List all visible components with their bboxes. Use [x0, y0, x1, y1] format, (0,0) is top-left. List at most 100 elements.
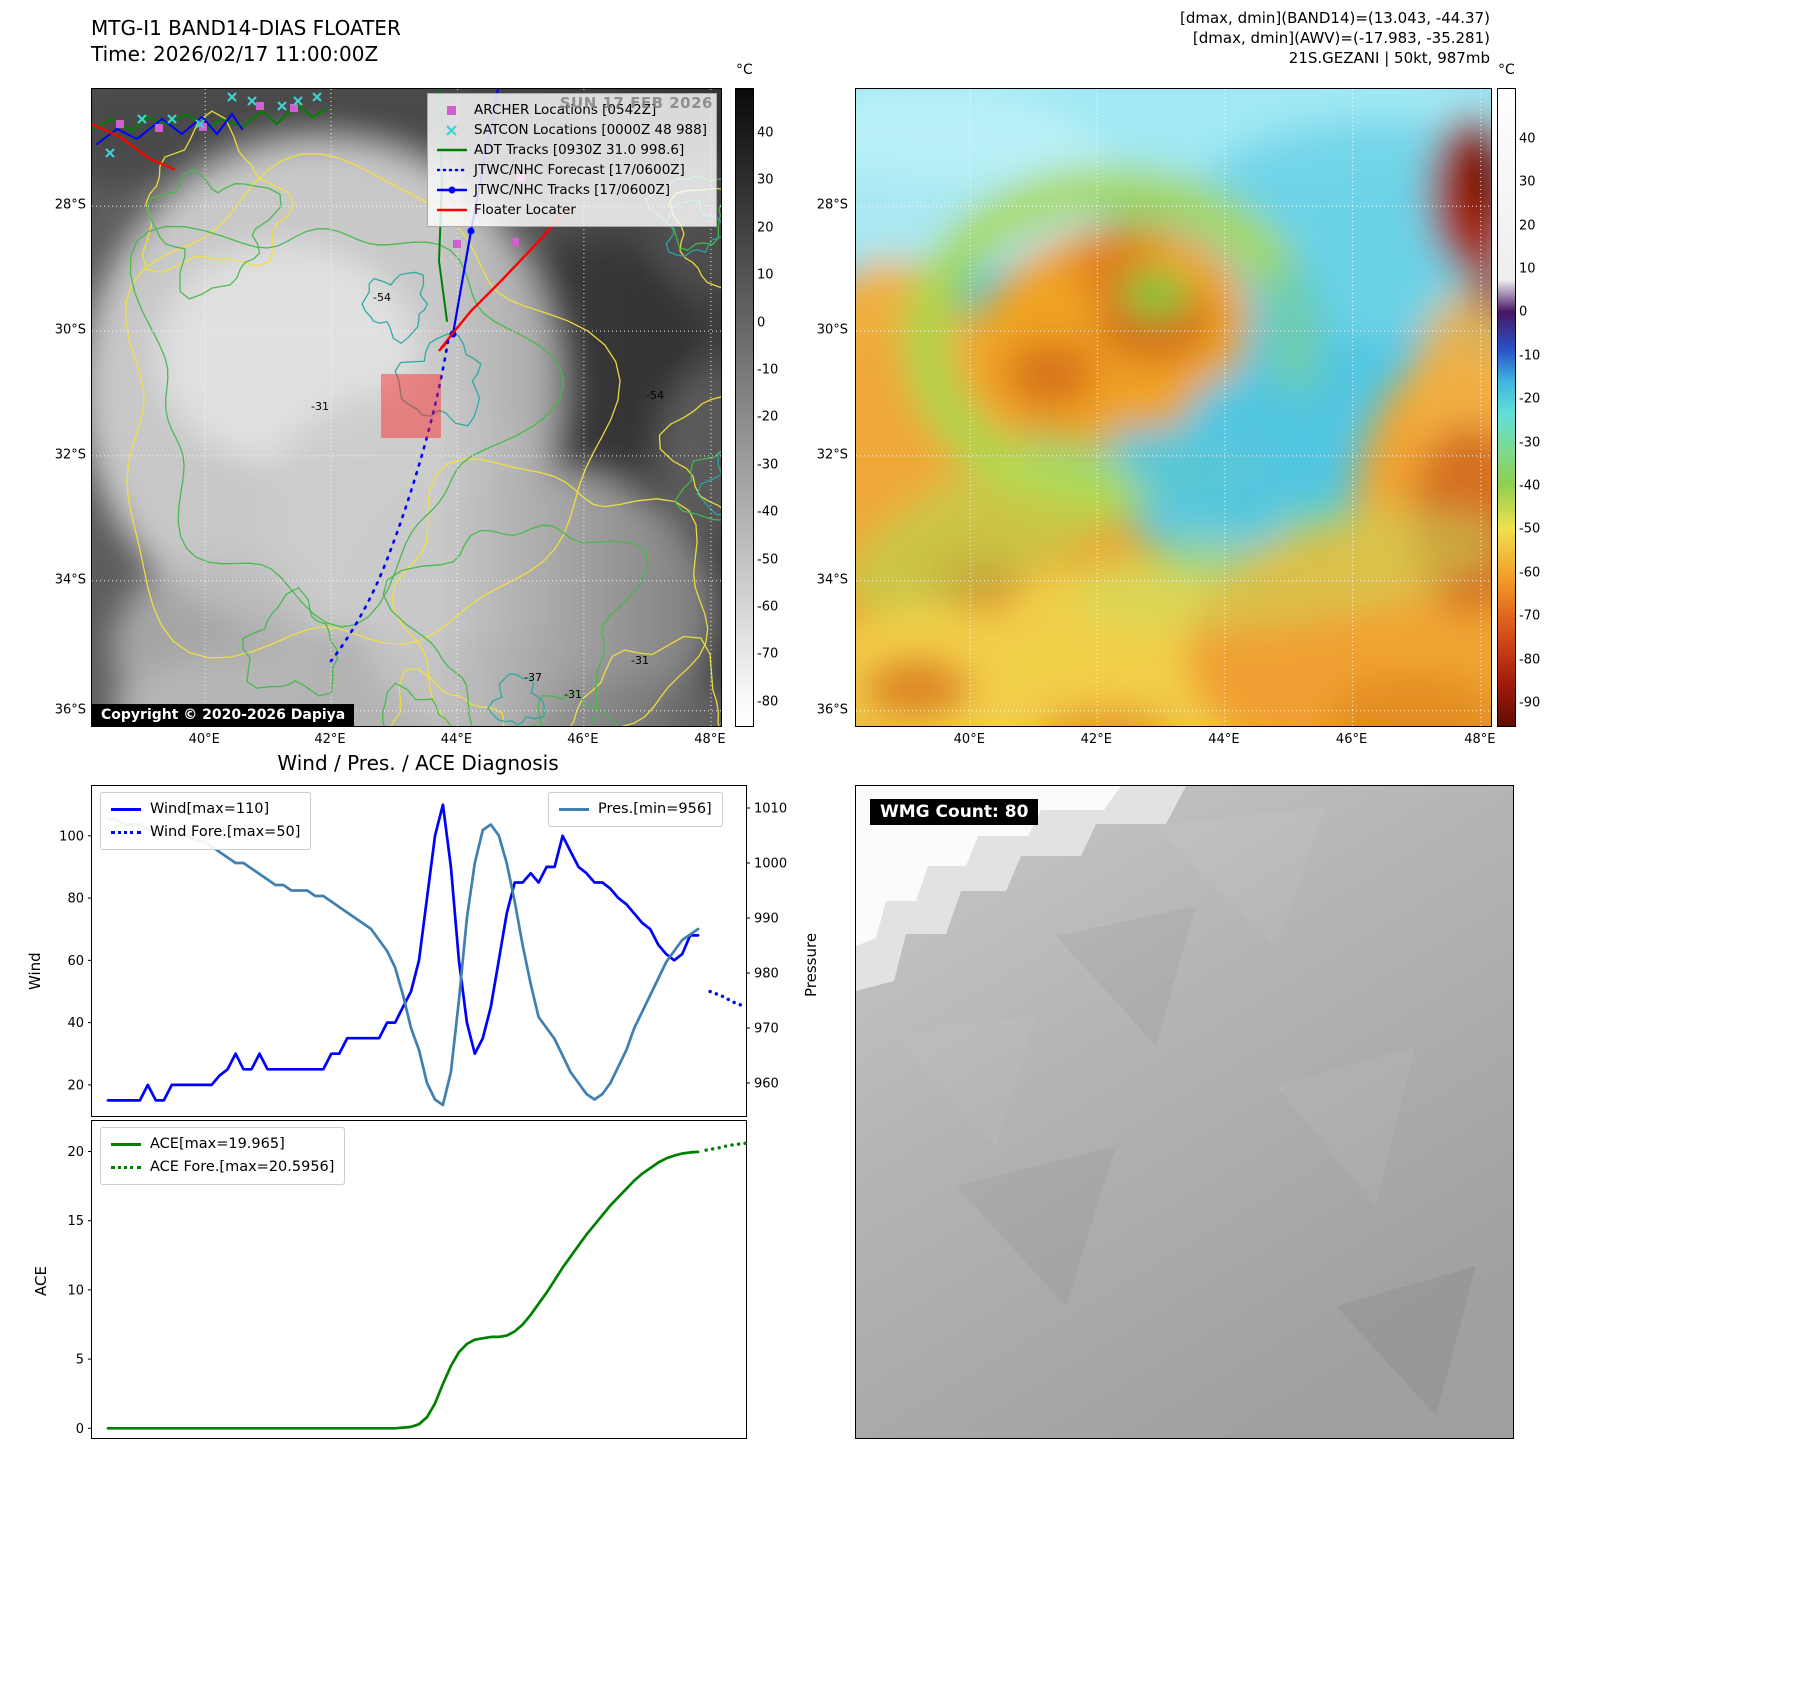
colorbar-tick-label: 30: [1519, 174, 1536, 190]
band14-map-panel: -54 -54 -31 -37 -31 -31 SUN 17 FEB 2026 ARCHE…: [91, 88, 722, 727]
wind-axis-label: Wind: [26, 952, 44, 990]
lat-tick-label: 30°S: [816, 322, 848, 338]
colorbar-tick-label: -40: [757, 504, 779, 520]
pressure-legend: Pres.[min=956]: [548, 792, 723, 827]
pressure-legend-label: Pres.[min=956]: [598, 801, 712, 817]
legend-label: Floater Locater: [474, 202, 576, 218]
awv-colorbar-unit: °C: [1498, 62, 1515, 78]
band14-lat-labels: 28°S 30°S 32°S 34°S 36°S: [36, 88, 86, 725]
storm-id-line: 21S.GEZANI | 50kt, 987mb: [1288, 49, 1490, 67]
diagnosis-title: Wind / Pres. / ACE Diagnosis: [277, 751, 559, 775]
lat-tick-label: 30°S: [54, 322, 86, 338]
svg-text:-37: -37: [524, 671, 542, 684]
legend-item: JTWC/NHC Forecast [17/0600Z]: [437, 160, 707, 180]
colorbar-tick-label: 30: [757, 172, 774, 188]
colorbar-tick-label: 20: [757, 220, 774, 236]
lat-tick-label: 36°S: [816, 702, 848, 718]
lon-tick-label: 42°E: [314, 732, 346, 747]
awv-header: [dmax, dmin](BAND14)=(13.043, -44.37) [d…: [960, 8, 1490, 68]
ace-legend: ACE[max=19.965] ACE Fore.[max=20.5956]: [100, 1127, 346, 1185]
colorbar-tick-label: -50: [757, 552, 779, 567]
lat-tick-label: 34°S: [816, 572, 848, 588]
copyright-label: Copyright © 2020-2026 Dapiya: [92, 704, 355, 726]
date-watermark: SUN 17 FEB 2026: [559, 94, 713, 112]
floater-target-box: [381, 374, 441, 438]
lon-tick-label: 46°E: [567, 732, 599, 747]
svg-text:20: 20: [67, 1078, 84, 1093]
legend-item: ACE Fore.[max=20.5956]: [111, 1156, 334, 1179]
svg-text:1000: 1000: [754, 857, 787, 872]
band14-colorbar-ticks: 40 30 20 10 0 -10 -20 -30 -40 -50 -60 -70 -80: [757, 88, 801, 725]
colorbar-tick-label: -80: [757, 694, 779, 710]
jtwc-track-point: [467, 227, 475, 235]
pressure-line-swatch: [559, 808, 589, 811]
lon-tick-label: 40°E: [953, 732, 985, 747]
svg-text:980: 980: [754, 967, 779, 982]
legend-item: Pres.[min=956]: [559, 798, 712, 821]
lat-tick-label: 28°S: [816, 197, 848, 213]
svg-text:1010: 1010: [754, 802, 787, 817]
colorbar-tick-label: 40: [1519, 131, 1536, 147]
colorbar-tick-label: -10: [757, 362, 779, 378]
colorbar-tick-label: 10: [757, 267, 774, 283]
colorbar-tick-label: -80: [1519, 652, 1541, 668]
svg-text:15: 15: [67, 1214, 84, 1229]
svg-text:-54: -54: [646, 389, 664, 402]
band14-time: Time: 2026/02/17 11:00:00Z: [91, 42, 379, 66]
lat-tick-label: 34°S: [54, 572, 86, 588]
band14-title: MTG-I1 BAND14-DIAS FLOATER: [91, 16, 401, 40]
colorbar-tick-label: 0: [757, 315, 766, 331]
ace-forecast-legend-label: ACE Fore.[max=20.5956]: [150, 1159, 335, 1175]
legend-label: JTWC/NHC Forecast [17/0600Z]: [474, 162, 685, 178]
wind-forecast-legend-label: Wind Fore.[max=50]: [150, 824, 301, 840]
jtwc-track-history: [96, 112, 243, 145]
colorbar-tick-label: 20: [1519, 218, 1536, 234]
wmg-background: [856, 786, 1513, 1438]
svg-text:-31: -31: [311, 400, 329, 413]
colorbar-tick-label: -60: [757, 599, 779, 615]
ace-line-swatch: [111, 1143, 141, 1146]
colorbar-tick-label: -10: [1519, 348, 1541, 364]
colorbar-tick-label: -70: [757, 646, 779, 662]
colorbar-tick-label: -90: [1519, 695, 1541, 711]
ace-forecast-swatch: [111, 1166, 141, 1169]
wind-forecast-swatch: [111, 831, 141, 834]
lat-tick-label: 32°S: [816, 447, 848, 463]
lon-tick-label: 42°E: [1080, 732, 1112, 747]
awv-colorbar-ticks: 40 30 20 10 0 -10 -20 -30 -40 -50 -60 -70 -80 -90: [1519, 88, 1563, 725]
colorbar-tick-label: 0: [1519, 304, 1528, 320]
floater-locater-line: [438, 204, 571, 352]
jtwc-forecast-line: [329, 339, 450, 663]
svg-text:960: 960: [754, 1077, 779, 1092]
colorbar-tick-label: 40: [757, 125, 774, 141]
wmg-image: [856, 786, 1513, 1438]
colorbar-tick-label: -60: [1519, 565, 1541, 581]
lon-tick-label: 48°E: [1464, 732, 1496, 747]
legend-item: ADT Tracks [0930Z 31.0 998.6]: [437, 140, 707, 160]
legend-label: SATCON Locations [0000Z 48 988]: [474, 122, 707, 138]
wmg-count-label: WMG Count: 80: [870, 799, 1039, 825]
legend-label: ARCHER Locations [0542Z]: [474, 102, 657, 118]
svg-text:10: 10: [67, 1283, 84, 1298]
svg-text:40: 40: [67, 1016, 84, 1031]
colorbar-tick-label: -30: [757, 457, 779, 473]
colorbar-tick-label: -20: [757, 409, 779, 425]
colorbar-tick-label: -30: [1519, 435, 1541, 451]
awv-map-panel: [855, 88, 1492, 727]
lat-tick-label: 28°S: [54, 197, 86, 213]
band14-lon-labels: 40°E 42°E 44°E 46°E 48°E: [91, 732, 726, 752]
awv-painting: [856, 89, 1491, 726]
svg-text:20: 20: [67, 1145, 84, 1160]
colorbar-tick-label: -20: [1519, 391, 1541, 407]
svg-text:-31: -31: [631, 654, 649, 667]
floater-track-history: [92, 122, 176, 171]
lon-tick-label: 48°E: [694, 732, 726, 747]
awv-lon-labels: 40°E 42°E 44°E 46°E 48°E: [855, 732, 1496, 752]
contour-labels: -54 -54 -31 -37 -31 -31: [311, 291, 664, 701]
svg-text:60: 60: [67, 954, 84, 969]
lat-tick-label: 32°S: [54, 447, 86, 463]
svg-text:970: 970: [754, 1022, 779, 1037]
colorbar-tick-label: -50: [1519, 521, 1541, 537]
band14-colorbar: [735, 88, 754, 727]
